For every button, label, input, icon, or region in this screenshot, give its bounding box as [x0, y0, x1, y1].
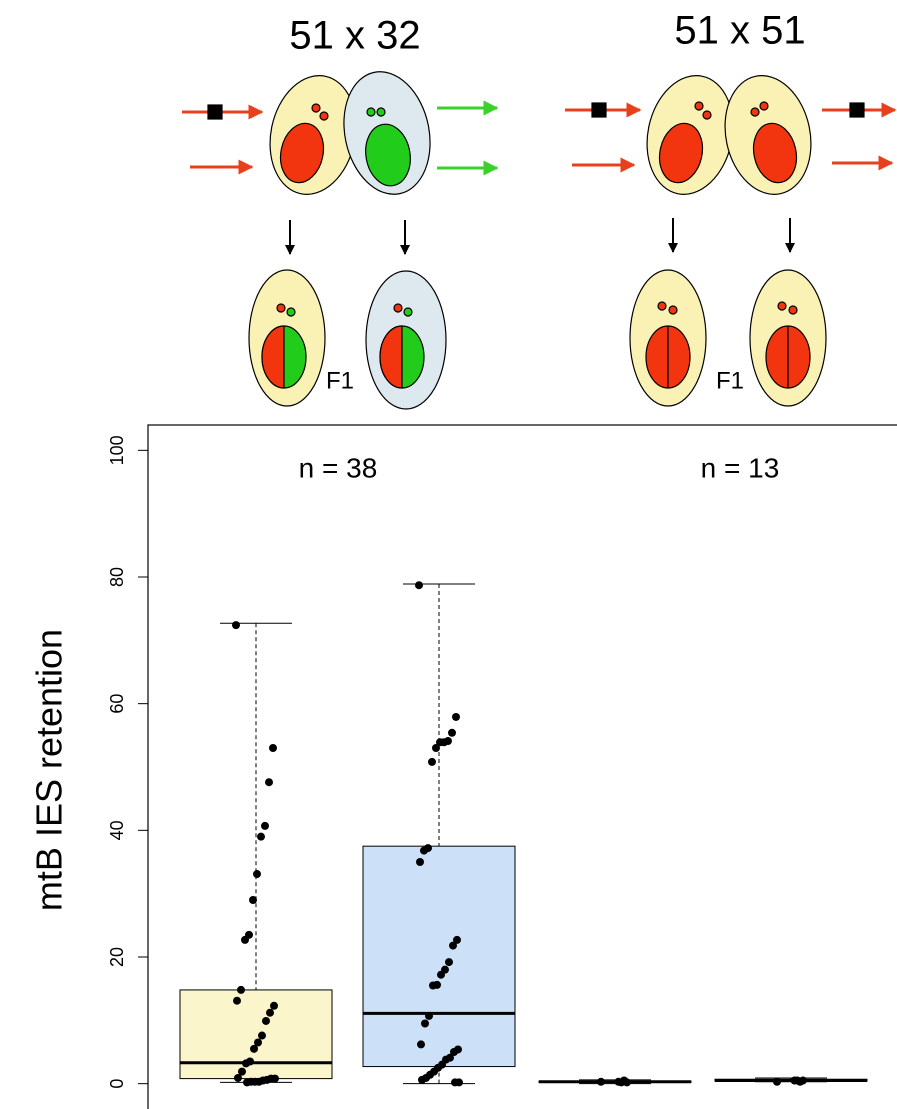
data-point	[238, 1067, 246, 1076]
nucleus	[279, 122, 325, 184]
data-point	[448, 728, 456, 737]
data-point	[453, 935, 461, 944]
data-point	[253, 870, 261, 879]
data-point	[436, 738, 444, 747]
data-point	[428, 757, 436, 766]
y-tick-label: 40	[107, 820, 127, 840]
data-point	[249, 896, 257, 904]
data-point	[250, 1044, 258, 1053]
annotation: n = 38	[299, 452, 378, 483]
data-point	[270, 1001, 278, 1010]
data-point	[237, 985, 245, 994]
data-point	[418, 1075, 426, 1084]
box	[179, 989, 333, 1080]
y-axis-label: mtB IES retention	[29, 629, 70, 911]
data-point	[420, 846, 428, 855]
cross-title: 51 x 32	[289, 14, 420, 58]
y-tick-label: 0	[107, 1079, 127, 1089]
data-point	[452, 712, 460, 721]
data-point	[234, 1073, 242, 1082]
data-point	[614, 1077, 623, 1086]
data-point	[257, 832, 265, 841]
data-point	[261, 821, 269, 830]
y-tick-label: 20	[107, 947, 127, 967]
plot-frame	[147, 424, 897, 1109]
data-point	[449, 941, 457, 950]
data-point	[262, 1016, 270, 1025]
y-tick-label: 60	[107, 694, 127, 714]
diagram: 51 x 32 51 x 51 F1	[182, 9, 897, 410]
data-point	[416, 858, 424, 866]
data-point	[232, 621, 240, 630]
data-point	[597, 1077, 605, 1086]
data-point	[243, 1078, 251, 1087]
data-point	[242, 1059, 250, 1068]
nucleus	[365, 123, 411, 187]
data-point	[450, 1048, 458, 1056]
data-point	[233, 996, 241, 1005]
data-point	[417, 1040, 425, 1049]
data-point	[790, 1076, 799, 1085]
data-point	[269, 744, 277, 752]
data-point	[429, 981, 437, 990]
annotation: n = 13	[701, 452, 780, 483]
f1-label: F1	[716, 367, 744, 394]
data-point	[265, 778, 273, 787]
data-point	[266, 1008, 274, 1017]
box	[362, 845, 516, 1068]
data-point	[451, 1078, 459, 1087]
y-tick-label: 100	[107, 435, 127, 465]
data-point	[258, 1031, 266, 1040]
f1-label: F1	[326, 367, 354, 394]
data-point	[254, 1038, 262, 1047]
data-point	[415, 581, 423, 590]
data-point	[432, 744, 440, 752]
data-point	[241, 935, 249, 944]
data-point	[773, 1077, 781, 1086]
y-tick-label: 80	[107, 567, 127, 587]
data-point	[425, 1011, 433, 1020]
data-point	[437, 970, 445, 979]
data-point	[421, 1019, 429, 1028]
cross-title: 51 x 51	[674, 9, 805, 53]
data-point	[445, 958, 453, 967]
